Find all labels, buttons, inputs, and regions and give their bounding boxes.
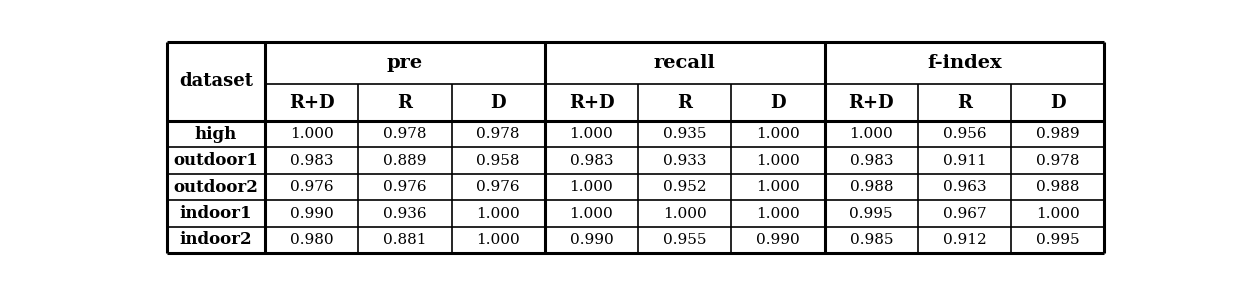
Text: 0.978: 0.978 [476, 127, 520, 141]
Text: 1.000: 1.000 [569, 180, 614, 194]
Text: R+D: R+D [848, 93, 894, 112]
Text: 0.988: 0.988 [849, 180, 893, 194]
Text: recall: recall [653, 54, 715, 72]
Text: outdoor2: outdoor2 [174, 179, 258, 196]
Text: R: R [677, 93, 692, 112]
Text: 0.990: 0.990 [756, 233, 800, 247]
Text: 0.980: 0.980 [290, 233, 334, 247]
Text: D: D [1050, 93, 1065, 112]
Text: 0.955: 0.955 [663, 233, 707, 247]
Text: 0.936: 0.936 [383, 206, 427, 220]
Text: 0.995: 0.995 [849, 206, 893, 220]
Text: 0.956: 0.956 [942, 127, 986, 141]
Text: 0.976: 0.976 [290, 180, 334, 194]
Text: dataset: dataset [179, 72, 253, 91]
Text: f-index: f-index [928, 54, 1002, 72]
Text: 1.000: 1.000 [756, 180, 800, 194]
Text: high: high [195, 126, 237, 143]
Text: R+D: R+D [569, 93, 614, 112]
Text: D: D [490, 93, 506, 112]
Text: 0.976: 0.976 [476, 180, 520, 194]
Text: 1.000: 1.000 [756, 206, 800, 220]
Text: 0.990: 0.990 [290, 206, 334, 220]
Text: 0.933: 0.933 [663, 154, 707, 168]
Text: 0.995: 0.995 [1035, 233, 1080, 247]
Text: outdoor1: outdoor1 [174, 152, 258, 169]
Text: 0.989: 0.989 [1035, 127, 1080, 141]
Text: 0.889: 0.889 [383, 154, 427, 168]
Text: 1.000: 1.000 [476, 206, 520, 220]
Text: R: R [957, 93, 972, 112]
Text: 0.985: 0.985 [849, 233, 893, 247]
Text: 0.983: 0.983 [290, 154, 334, 168]
Text: 0.978: 0.978 [383, 127, 427, 141]
Text: 0.952: 0.952 [663, 180, 707, 194]
Text: 0.988: 0.988 [1037, 180, 1080, 194]
Text: 1.000: 1.000 [569, 206, 614, 220]
Text: R+D: R+D [289, 93, 335, 112]
Text: indoor2: indoor2 [180, 232, 252, 248]
Text: 1.000: 1.000 [290, 127, 334, 141]
Text: indoor1: indoor1 [180, 205, 252, 222]
Text: 1.000: 1.000 [663, 206, 707, 220]
Text: 1.000: 1.000 [849, 127, 893, 141]
Text: 0.967: 0.967 [942, 206, 986, 220]
Text: 0.881: 0.881 [383, 233, 427, 247]
Text: 0.912: 0.912 [942, 233, 987, 247]
Text: pre: pre [387, 54, 423, 72]
Text: 1.000: 1.000 [756, 154, 800, 168]
Text: R: R [398, 93, 413, 112]
Text: 0.935: 0.935 [663, 127, 707, 141]
Text: 1.000: 1.000 [569, 127, 614, 141]
Text: 0.983: 0.983 [569, 154, 614, 168]
Text: 0.963: 0.963 [942, 180, 986, 194]
Text: 0.911: 0.911 [942, 154, 987, 168]
Text: 0.978: 0.978 [1037, 154, 1080, 168]
Text: 0.983: 0.983 [849, 154, 893, 168]
Text: 1.000: 1.000 [476, 233, 520, 247]
Text: 1.000: 1.000 [756, 127, 800, 141]
Text: 0.976: 0.976 [383, 180, 427, 194]
Text: 0.958: 0.958 [476, 154, 520, 168]
Text: D: D [770, 93, 786, 112]
Text: 0.990: 0.990 [569, 233, 614, 247]
Text: 1.000: 1.000 [1035, 206, 1080, 220]
